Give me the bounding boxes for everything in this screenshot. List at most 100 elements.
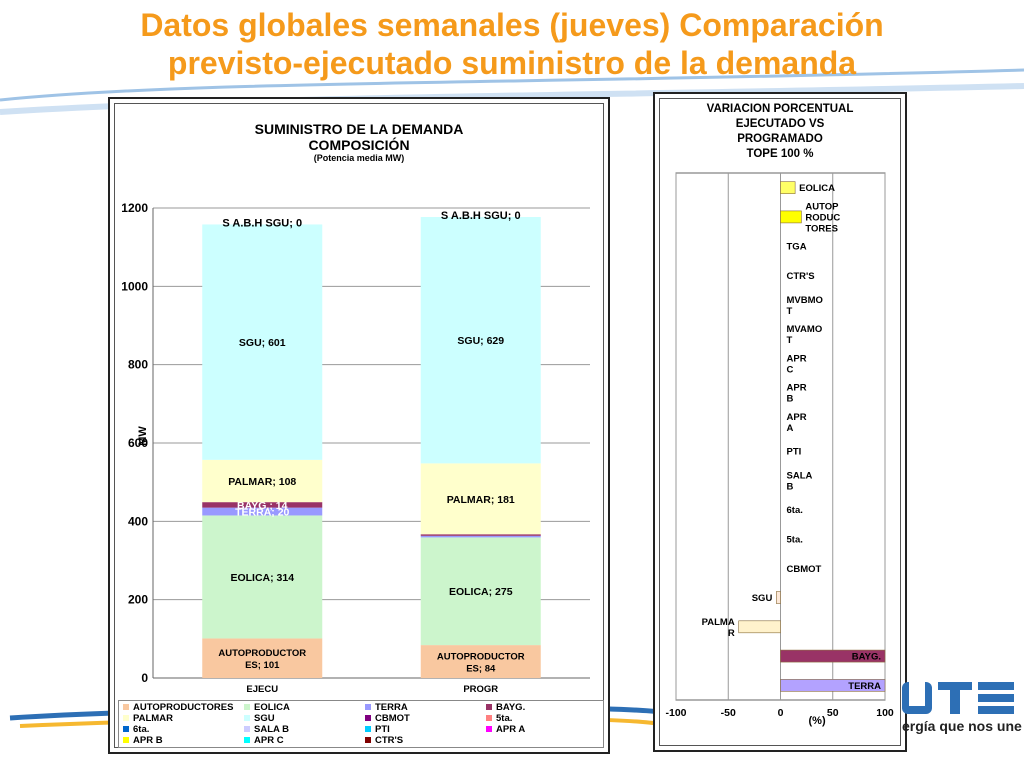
category-label: TORES (805, 223, 838, 234)
x-category-label: EJECU (246, 684, 278, 695)
legend-item: 6ta. (123, 724, 149, 736)
category-label: AUTOP (805, 201, 839, 212)
category-label: T (787, 306, 793, 317)
bar-data-label: ES; 101 (245, 660, 280, 671)
category-label: MVAMO (787, 324, 823, 335)
category-label: C (787, 364, 794, 375)
slide-title-line1: Datos globales semanales (jueves) Compar… (140, 7, 884, 43)
bar-data-label: EOLICA; 275 (449, 586, 513, 598)
category-label: APR (787, 412, 807, 423)
y-tick-label: 400 (128, 514, 148, 528)
bar-data-label: TERRA; 20 (235, 507, 289, 519)
legend-swatch (365, 737, 371, 744)
bar-data-label: AUTOPRODUCTOR (218, 648, 306, 659)
bar-segment (420, 463, 541, 535)
x-axis-label: (%) (809, 715, 826, 727)
legend-item: BAYG. (486, 702, 525, 714)
legend-item: SGU (244, 713, 275, 725)
category-label: PTI (787, 447, 802, 458)
category-label: PALMA (702, 617, 735, 628)
category-label: TGA (787, 242, 807, 253)
legend-label: EOLICA (254, 702, 290, 713)
bar-segment (420, 645, 541, 678)
legend-item: SALA B (244, 724, 289, 736)
legend-label: CBMOT (375, 713, 410, 724)
legend-item: EOLICA (244, 702, 290, 714)
category-label: A (787, 423, 794, 434)
legend-label: CTR'S (375, 735, 404, 746)
bar-segment (202, 224, 323, 460)
legend-swatch (365, 715, 371, 722)
slide-title: Datos globales semanales (jueves) Compar… (0, 6, 1024, 82)
legend-swatch (365, 704, 371, 711)
variation-bar (780, 679, 886, 692)
slide-title-line2: previsto-ejecutado suministro de la dema… (167, 45, 857, 81)
x-tick-label: -100 (665, 707, 686, 719)
bar-segment (202, 515, 323, 639)
category-label: SALA (787, 470, 813, 481)
legend-swatch (486, 704, 492, 711)
bar-segment (420, 217, 541, 464)
legend-swatch (244, 737, 250, 744)
category-label: 6ta. (787, 505, 803, 516)
category-label: B (787, 481, 794, 492)
legend-swatch (365, 726, 371, 733)
composition-chart-legend: AUTOPRODUCTORES EOLICA TERRA BAYG. PALMAR SGU… (118, 700, 604, 748)
legend-swatch (244, 704, 250, 711)
legend-swatch (486, 715, 492, 722)
x-tick-label: -50 (721, 707, 736, 719)
composition-chart-title-line1: SUMINISTRO DE LA DEMANDA (254, 121, 464, 137)
legend-label: AUTOPRODUCTORES (133, 702, 234, 713)
legend-swatch (123, 726, 129, 733)
bar-data-label: ES; 84 (466, 664, 496, 675)
bar-data-label: SGU; 629 (457, 335, 504, 347)
category-label: CTR'S (787, 271, 815, 282)
legend-swatch (123, 715, 129, 722)
logo-tagline: ergía que nos une (902, 718, 1022, 734)
variation-chart-frame (659, 98, 901, 746)
legend-label: TERRA (375, 702, 408, 713)
bar-segment (420, 534, 541, 536)
legend-label: APR C (254, 735, 284, 746)
legend-label: SGU (254, 713, 275, 724)
legend-item: TERRA (365, 702, 408, 714)
legend-label: APR A (496, 724, 526, 735)
bar-segment (202, 507, 323, 516)
y-axis-label: MW (137, 426, 149, 446)
bar-segment (420, 537, 541, 646)
category-label: EOLICA (799, 183, 835, 194)
variation-chart-title-line4: TOPE 100 % (746, 148, 814, 160)
legend-swatch (486, 726, 492, 733)
legend-swatch (123, 704, 129, 711)
category-label: T (787, 335, 793, 346)
variation-bar (780, 649, 886, 663)
legend-label: 6ta. (133, 724, 150, 735)
category-label: R (728, 628, 735, 639)
category-label: RODUC (805, 212, 840, 223)
legend-label: 5ta. (496, 713, 513, 724)
y-tick-label: 800 (128, 358, 148, 372)
y-tick-label: 0 (141, 671, 148, 685)
x-tick-label: 100 (876, 707, 894, 719)
ute-logo (902, 682, 1014, 714)
bar-data-label: AUTOPRODUCTOR (437, 652, 525, 663)
legend-swatch (123, 737, 129, 744)
x-category-label: PROGR (463, 684, 498, 695)
legend-item: CTR'S (365, 735, 403, 747)
legend-item: APR B (123, 735, 163, 747)
bar-segment (420, 535, 541, 538)
category-label: MVBMO (787, 295, 823, 306)
category-label: APR (787, 383, 807, 394)
variation-bar (776, 591, 781, 604)
category-label: TERRA (848, 681, 881, 692)
category-label: SGU (752, 593, 773, 604)
bar-data-label: SGU; 601 (239, 337, 286, 349)
legend-item: APR A (486, 724, 525, 736)
legend-label: PALMAR (133, 713, 173, 724)
legend-item: 5ta. (486, 713, 512, 725)
legend-swatch (244, 715, 250, 722)
composition-chart-title: SUMINISTRO DE LA DEMANDA COMPOSICIÓN (Po… (110, 121, 608, 164)
legend-label: APR B (133, 735, 163, 746)
bar-data-label: PALMAR; 108 (228, 476, 296, 488)
